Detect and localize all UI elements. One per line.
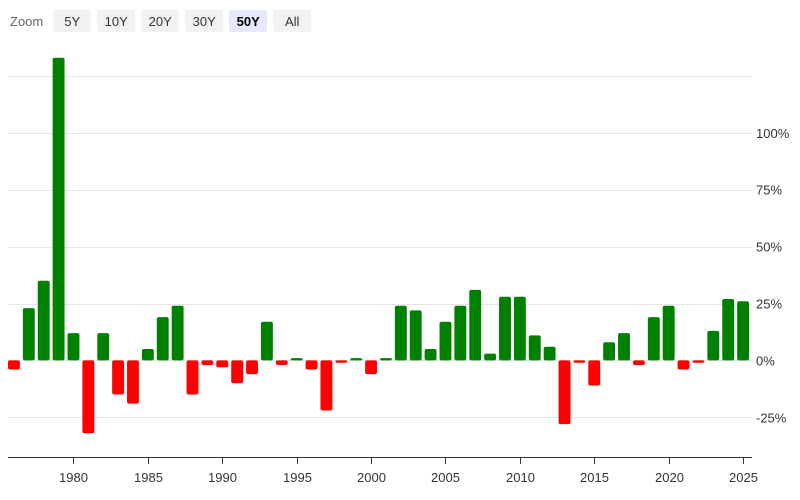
zoom-30y-button[interactable]: 30Y (185, 10, 224, 32)
bar-2017 (618, 333, 630, 361)
bar-2002 (394, 305, 407, 361)
bar-2022 (692, 360, 705, 363)
bar-1992 (246, 360, 258, 375)
bar-2001 (380, 358, 392, 361)
bar-2024 (722, 298, 735, 361)
x-tick-label: 2010 (506, 470, 535, 485)
x-tick-label: 2020 (655, 470, 684, 485)
bar-1985 (141, 349, 154, 361)
x-tick-label: 2000 (357, 470, 386, 485)
x-tick-label: 1985 (134, 470, 163, 485)
bar-2007 (469, 289, 482, 361)
x-tick-label: 1995 (283, 470, 312, 485)
bar-2015 (588, 360, 601, 386)
bar-2004 (424, 349, 437, 361)
bar-1983 (112, 360, 125, 395)
bar-2010 (513, 296, 526, 361)
bar-1977 (22, 308, 35, 361)
bar-2016 (603, 342, 616, 361)
bar-1999 (350, 358, 363, 361)
y-tick-label: 75% (756, 183, 782, 198)
zoom-20y-button[interactable]: 20Y (141, 10, 180, 32)
bar-1990 (216, 360, 229, 368)
bar-2021 (677, 360, 690, 370)
x-tick-label: 2015 (580, 470, 609, 485)
zoom-5y-button[interactable]: 5Y (53, 10, 92, 32)
zoom-all-button[interactable]: All (273, 10, 312, 32)
bar-2018 (632, 360, 645, 365)
bar-2012 (543, 346, 556, 361)
bar-1995 (290, 358, 303, 361)
bar-1979 (52, 57, 65, 361)
bar-2023 (707, 330, 720, 361)
y-tick-label: 25% (756, 297, 782, 312)
bar-2005 (439, 321, 452, 361)
zoom-label: Zoom (10, 13, 44, 29)
y-tick-label: 50% (756, 240, 782, 255)
bar-1997 (320, 360, 333, 411)
bar-2013 (558, 360, 571, 425)
bar-2014 (573, 360, 586, 363)
bar-1987 (171, 305, 184, 361)
bar-1998 (335, 360, 348, 363)
bar-1993 (260, 321, 273, 361)
bar-1996 (305, 360, 318, 370)
x-tick-label: 1980 (59, 470, 88, 485)
bar-1984 (127, 360, 139, 404)
x-tick-label: 1990 (208, 470, 237, 485)
x-tick-label: 2025 (729, 470, 758, 485)
bar-1991 (231, 360, 244, 384)
bar-1976 (8, 360, 20, 370)
bar-2003 (409, 310, 422, 361)
bar-1982 (97, 333, 110, 361)
y-tick-label: 0% (756, 353, 775, 368)
y-tick-label: -25% (756, 410, 787, 425)
bar-1980 (67, 333, 80, 361)
bar-1978 (37, 280, 50, 361)
bar-1986 (156, 317, 169, 361)
bar-2006 (454, 305, 467, 361)
y-tick-label: 100% (756, 126, 790, 141)
x-tick-label: 2005 (431, 470, 460, 485)
bar-1989 (201, 360, 214, 365)
bar-1988 (186, 360, 199, 395)
zoom-bar: Zoom 5Y 10Y 20Y 30Y 50Y All (10, 10, 312, 32)
bar-2008 (484, 353, 497, 361)
zoom-10y-button[interactable]: 10Y (97, 10, 136, 32)
zoom-50y-button[interactable]: 50Y (229, 10, 268, 32)
bar-2020 (662, 305, 675, 361)
bar-1994 (275, 360, 288, 365)
bar-2025 (737, 301, 750, 361)
bar-2019 (647, 317, 660, 361)
bar-2000 (365, 360, 378, 375)
bar-2009 (499, 296, 511, 361)
bar-1981 (82, 360, 95, 434)
bar-2011 (528, 335, 541, 361)
